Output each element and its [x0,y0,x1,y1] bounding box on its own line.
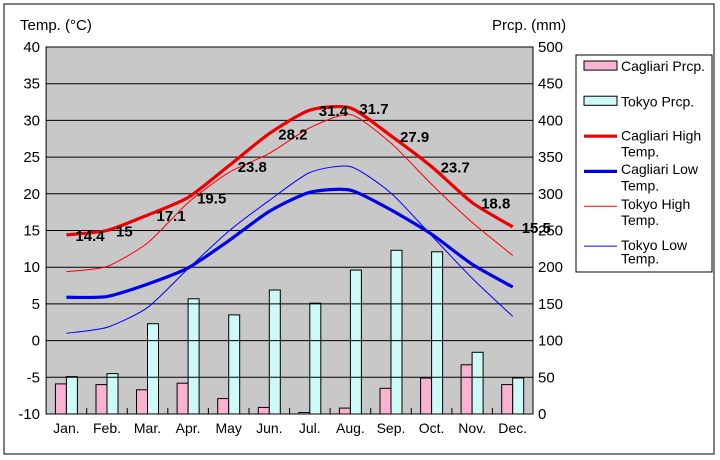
svg-text:30: 30 [23,112,40,129]
svg-text:Cagliari Prcp.: Cagliari Prcp. [621,58,705,74]
svg-text:5: 5 [32,296,40,313]
svg-text:-5: -5 [27,369,40,386]
svg-text:Nov.: Nov. [458,420,486,436]
svg-text:450: 450 [538,76,563,93]
svg-text:250: 250 [538,223,563,240]
svg-text:Apr.: Apr. [176,420,201,436]
svg-text:31.7: 31.7 [359,101,388,118]
svg-text:40: 40 [23,39,40,56]
svg-text:28.2: 28.2 [278,127,307,144]
svg-text:10: 10 [23,259,40,276]
svg-text:Temp.: Temp. [621,250,659,266]
svg-text:17.1: 17.1 [157,208,186,225]
svg-text:15: 15 [116,224,133,241]
svg-text:350: 350 [538,149,563,166]
svg-text:Prcp. (mm): Prcp. (mm) [492,17,566,34]
svg-text:14.4: 14.4 [75,228,105,245]
svg-text:35: 35 [23,76,40,93]
svg-text:200: 200 [538,259,563,276]
svg-text:Mar.: Mar. [134,420,161,436]
svg-text:Jun.: Jun. [256,420,282,436]
svg-text:-10: -10 [18,406,40,423]
svg-text:Cagliari Low: Cagliari Low [621,161,699,177]
svg-text:Temp.: Temp. [621,212,659,228]
svg-text:50: 50 [538,369,555,386]
svg-text:18.8: 18.8 [481,196,510,213]
svg-text:Feb.: Feb. [93,420,121,436]
svg-text:Temp.: Temp. [621,178,659,194]
svg-text:19.5: 19.5 [197,191,226,208]
svg-text:Oct.: Oct. [419,420,445,436]
svg-text:500: 500 [538,39,563,56]
svg-text:0: 0 [538,406,546,423]
svg-text:Temp.: Temp. [621,144,659,160]
svg-text:27.9: 27.9 [400,129,429,146]
svg-text:Temp. (°C): Temp. (°C) [20,17,92,34]
svg-text:31.4: 31.4 [319,103,349,120]
svg-text:23.8: 23.8 [238,159,267,176]
svg-text:Tokyo Prcp.: Tokyo Prcp. [621,93,694,109]
svg-text:25: 25 [23,149,40,166]
svg-text:15: 15 [23,223,40,240]
svg-text:Dec.: Dec. [498,420,527,436]
svg-text:Cagliari High: Cagliari High [621,127,701,143]
svg-text:Jul.: Jul. [299,420,321,436]
svg-text:150: 150 [538,296,563,313]
svg-text:300: 300 [538,186,563,203]
svg-text:Jan.: Jan. [53,420,79,436]
svg-text:23.7: 23.7 [441,160,470,177]
svg-text:20: 20 [23,186,40,203]
svg-text:Aug.: Aug. [336,420,365,436]
svg-text:May: May [215,420,241,436]
svg-text:100: 100 [538,333,563,350]
svg-text:400: 400 [538,112,563,129]
svg-text:Sep.: Sep. [377,420,406,436]
svg-text:0: 0 [32,333,40,350]
svg-text:Tokyo High: Tokyo High [621,196,690,212]
